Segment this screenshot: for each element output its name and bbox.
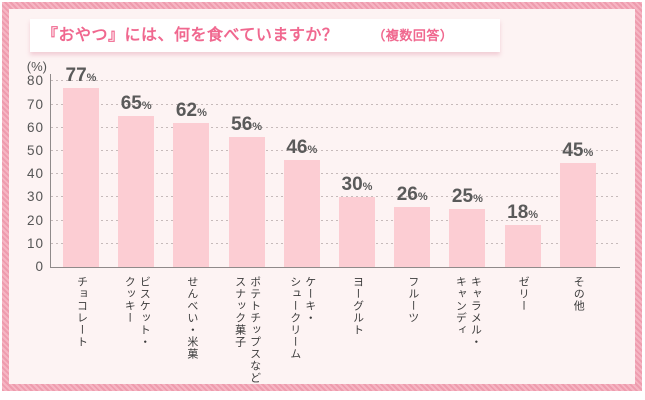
category-label: せんべい・米菓: [185, 276, 198, 360]
bar: [339, 197, 375, 267]
bar: [118, 116, 155, 267]
bar-value-number: 62: [175, 100, 198, 121]
bar-value-number: 65: [120, 93, 142, 114]
bar: [559, 163, 596, 267]
bar-value-label: 18%: [507, 203, 538, 223]
y-tick-label: 70: [26, 96, 44, 112]
bar-value-label: 26%: [397, 185, 428, 205]
category-label: チョコレート: [75, 276, 88, 348]
bar-value-number: 77: [65, 65, 87, 86]
category-label: ビスケット・ クッキー: [123, 276, 151, 348]
bar: [449, 209, 486, 267]
bar-value-percent-sign: %: [473, 193, 483, 205]
category-label: ポテトチップスなど スナック菓子: [233, 276, 261, 384]
bar-value-label: 56%: [231, 115, 262, 135]
category-label: ケーキ・ シュークリーム: [288, 276, 316, 360]
bar-value-percent-sign: %: [417, 191, 428, 203]
bar-value-number: 45: [562, 140, 584, 161]
gridline-80: [51, 80, 619, 83]
y-axis-unit-label: (%): [26, 59, 47, 74]
bar-value-label: 65%: [121, 94, 152, 114]
bar-value-label: 77%: [66, 66, 97, 86]
bar-value-number: 25: [451, 186, 474, 207]
gridline-20: [51, 219, 619, 222]
bar: [283, 160, 320, 267]
chart-title: 『おやつ』には、何を食べていますか？: [42, 27, 339, 44]
bar: [63, 88, 99, 267]
y-tick-label: 20: [26, 212, 44, 228]
category-label: その他: [572, 276, 585, 312]
y-axis-line: [50, 74, 51, 267]
chart-panel: 『おやつ』には、何を食べていますか？ （複数回答） (%) 0 10 20 30 40 50…: [2, 2, 642, 391]
bar-value-percent-sign: %: [307, 144, 318, 156]
x-axis-line: [50, 267, 620, 268]
bar-value-label: 30%: [342, 175, 373, 195]
y-tick-label: 10: [26, 235, 44, 251]
bar-value-label: 62%: [176, 101, 207, 121]
gridline-40: [51, 173, 619, 176]
bar-value-number: 46: [286, 137, 308, 158]
bar-value-percent-sign: %: [86, 72, 97, 84]
gridline-70: [51, 103, 619, 106]
gridline-60: [51, 126, 619, 129]
bar: [228, 137, 265, 267]
bar: [504, 225, 541, 267]
bar-value-number: 18: [507, 202, 529, 223]
category-label: ヨーグルト: [351, 276, 364, 336]
y-tick-label: 0: [35, 259, 44, 274]
bar-value-percent-sign: %: [528, 209, 539, 221]
y-tick-label: 60: [26, 119, 44, 135]
chart-title-box: 『おやつ』には、何を食べていますか？ （複数回答）: [30, 19, 500, 52]
y-tick-label: 50: [26, 143, 44, 158]
bar-value-label: 46%: [286, 138, 317, 158]
bar-value-number: 56: [231, 114, 253, 135]
bar-value-percent-sign: %: [197, 107, 207, 119]
gridline-50: [51, 150, 619, 152]
bar-value-percent-sign: %: [252, 121, 263, 133]
bar-value-number: 26: [396, 184, 418, 205]
bar-value-label: 45%: [562, 141, 593, 161]
y-tick-label: 80: [26, 73, 44, 89]
gridline-10: [51, 242, 619, 245]
bar-value-number: 30: [341, 174, 363, 195]
bar: [394, 207, 431, 267]
y-tick-label: 30: [26, 189, 44, 205]
gridline-30: [51, 196, 619, 199]
bar-value-percent-sign: %: [362, 181, 373, 193]
category-label: ゼリー: [517, 276, 530, 312]
category-label: フルーツ: [406, 276, 419, 324]
bar-value-percent-sign: %: [141, 100, 152, 112]
category-label: キャラメル・ キャンディ: [454, 276, 482, 348]
bar-value-label: 25%: [452, 187, 483, 207]
y-tick-label: 40: [26, 166, 44, 182]
bar: [173, 123, 210, 267]
bar-value-percent-sign: %: [583, 147, 594, 159]
bar-chart: (%) 0 10 20 30 40 50 60 70 80 77% チョコレート 65% ビスケット・ …: [9, 9, 640, 391]
chart-title-note: （複数回答）: [372, 28, 454, 43]
